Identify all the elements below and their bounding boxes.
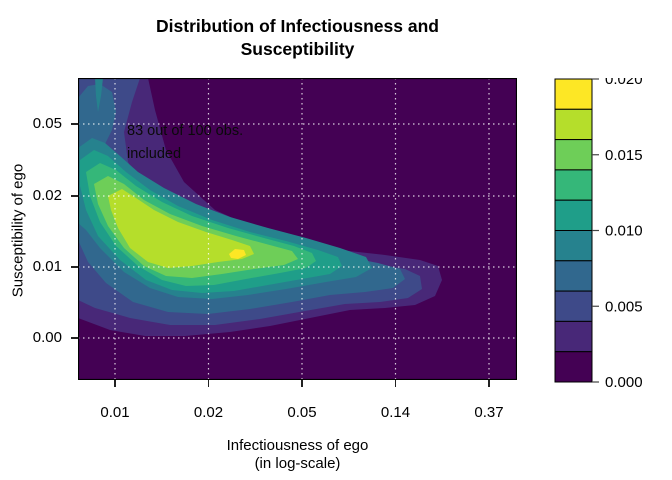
y-tick-label-0.01: 0.01 — [32, 258, 62, 275]
colorbar-tick-label-0.010: 0.010 — [605, 223, 643, 240]
colorbar-cell-7 — [554, 139, 593, 171]
plot-annotation-line1: 83 out of 100 obs. — [127, 123, 244, 139]
plot-svg — [78, 78, 517, 380]
colorbar-cell-8 — [554, 108, 593, 141]
chart-title: Distribution of Infectiousness and Susce… — [0, 15, 595, 60]
colorbar-cell-5 — [554, 199, 593, 231]
colorbar-tick-label-0.000: 0.000 — [605, 374, 643, 390]
x-tick-label-0.01: 0.01 — [100, 404, 130, 421]
colorbar-tick-label-0.005: 0.005 — [605, 298, 643, 315]
contour-band-0.008-spike — [95, 78, 103, 112]
x-tick-0.14 — [394, 380, 397, 387]
chart-title-line2: Susceptibility — [240, 38, 355, 59]
x-tick-label-0.14: 0.14 — [380, 404, 411, 421]
x-axis-title-line1: Infectiousness of ego — [226, 437, 369, 454]
chart-title-line1: Distribution of Infectiousness and — [156, 16, 439, 36]
y-tick-0.00 — [71, 337, 78, 339]
x-tick-label-0.37: 0.37 — [474, 404, 504, 421]
x-tick-0.05 — [301, 380, 303, 387]
y-tick-label-0.02: 0.02 — [32, 187, 62, 204]
colorbar-cell-2 — [554, 290, 593, 322]
x-tick-label-0.02: 0.02 — [193, 404, 224, 421]
y-tick-0.05 — [71, 123, 78, 125]
colorbar-cell-3 — [554, 260, 593, 292]
colorbar-cell-1 — [554, 320, 593, 353]
y-tick-label-0.00: 0.00 — [32, 329, 62, 346]
colorbar-cell-9 — [554, 78, 593, 110]
plot-annotation: 83 out of 100 obs. included — [127, 120, 243, 165]
x-axis-title: Infectiousness of ego (in log-scale) — [0, 437, 595, 473]
colorbar-tick-label-0.020: 0.020 — [605, 78, 643, 88]
y-tick-0.01 — [71, 266, 78, 268]
plot-border — [78, 78, 517, 380]
x-tick-0.01 — [114, 380, 116, 387]
y-tick-0.02 — [71, 195, 78, 197]
colorbar: 0.020 0.015 0.010 0.005 0.000 — [554, 78, 643, 390]
contour-band-0.016 — [108, 189, 254, 268]
colorbar-cell-4 — [554, 230, 593, 262]
colorbar-cell-6 — [554, 169, 593, 201]
x-axis-title-line2: (in log-scale) — [254, 455, 341, 472]
contour-band-0.018 — [229, 249, 246, 259]
plot-annotation-line2: included — [127, 145, 182, 162]
x-tick-0.37 — [488, 380, 490, 387]
y-tick-label-0.05: 0.05 — [32, 115, 62, 132]
colorbar-tick-label-0.015: 0.015 — [605, 147, 643, 164]
colorbar-cell-0 — [554, 351, 593, 383]
plot-layer: 0.01 0.02 0.05 0.14 0.37 0.05 0.02 0.01 0.00 — [33, 78, 517, 422]
x-tick-0.02 — [207, 380, 210, 387]
x-tick-label-0.05: 0.05 — [287, 404, 317, 421]
y-axis-title: Susceptibility of ego — [9, 163, 27, 298]
